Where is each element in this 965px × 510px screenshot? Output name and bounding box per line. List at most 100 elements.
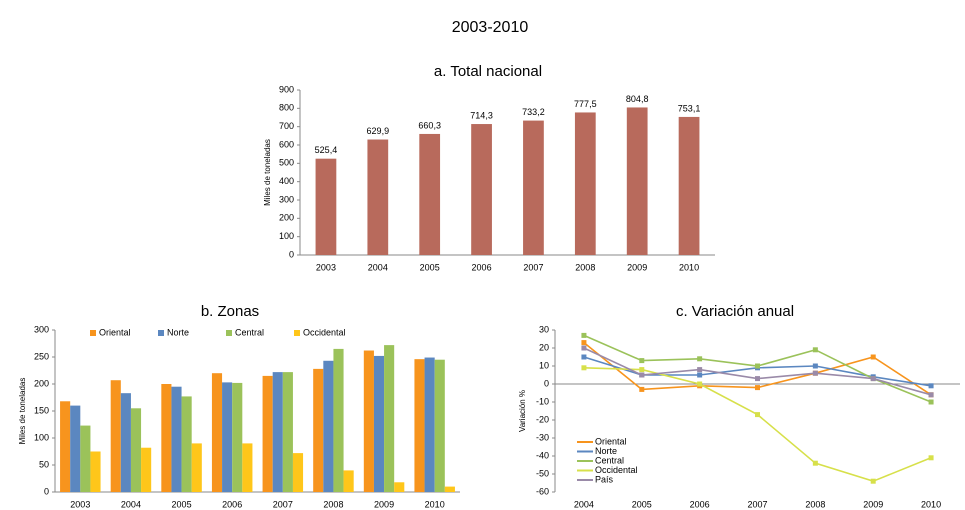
bar [141, 447, 152, 492]
y-tick-label: 20 [539, 342, 549, 352]
y-tick-label: 150 [34, 405, 49, 415]
y-tick-label: 300 [34, 324, 49, 334]
bar [181, 396, 192, 492]
bar [171, 386, 182, 492]
data-label: 804,8 [626, 94, 649, 104]
bar [70, 405, 81, 492]
legend-swatch [90, 330, 96, 336]
legend-label: Norte [595, 446, 617, 456]
legend-label: Oriental [595, 436, 627, 446]
y-tick-label: 400 [279, 176, 294, 186]
y-tick-label: 900 [279, 84, 294, 94]
x-tick-label: 2009 [627, 262, 647, 272]
bar [323, 360, 334, 492]
y-tick-label: 30 [539, 324, 549, 334]
point [697, 356, 703, 362]
x-tick-label: 2009 [374, 499, 394, 509]
x-tick-label: 2010 [921, 499, 941, 509]
point [755, 385, 760, 391]
bar [130, 408, 142, 492]
bar [191, 443, 202, 492]
y-tick-label: 250 [34, 351, 49, 361]
point [639, 372, 645, 378]
legend-label: Central [595, 455, 624, 465]
bar [384, 345, 395, 492]
data-label: 525,4 [315, 145, 338, 155]
y-tick-label: -30 [536, 432, 549, 442]
chart-title: c. Variación anual [676, 303, 794, 320]
y-axis-label: Miles de toneladas [18, 378, 27, 445]
bar [523, 120, 544, 255]
point [928, 392, 934, 398]
y-tick-label: 700 [279, 121, 294, 131]
x-tick-label: 2008 [323, 499, 343, 509]
x-tick-label: 2003 [70, 499, 90, 509]
y-tick-label: 10 [539, 360, 549, 370]
y-tick-label: -50 [536, 468, 549, 478]
bar [211, 373, 223, 492]
y-tick-label: -10 [536, 396, 549, 406]
data-label: 660,3 [418, 120, 441, 130]
bar [313, 368, 324, 492]
data-label: 753,1 [678, 103, 701, 113]
bar [574, 112, 596, 255]
point [870, 354, 876, 360]
bar [424, 357, 435, 492]
data-label: 714,3 [470, 110, 493, 120]
x-tick-label: 2006 [690, 499, 710, 509]
bar [242, 443, 253, 492]
bar [60, 401, 71, 492]
x-tick-label: 2010 [679, 262, 699, 272]
legend-label: Norte [167, 327, 189, 337]
bar [292, 453, 304, 492]
legend-label: Oriental [99, 327, 131, 337]
point [812, 347, 818, 353]
x-tick-label: 2010 [425, 499, 445, 509]
data-label: 629,9 [367, 126, 390, 136]
x-tick-label: 2006 [222, 499, 242, 509]
bar [394, 482, 405, 492]
point [581, 354, 587, 360]
point [870, 376, 876, 382]
point [812, 460, 818, 466]
y-tick-label: -20 [536, 414, 549, 424]
x-tick-label: 2005 [632, 499, 652, 509]
point [928, 455, 934, 461]
bar [678, 116, 700, 255]
point [697, 372, 703, 378]
point [870, 478, 876, 484]
x-tick-label: 2008 [805, 499, 825, 509]
point [697, 381, 703, 387]
x-tick-label: 2004 [121, 499, 141, 509]
bar [343, 470, 354, 492]
legend-swatch [226, 330, 232, 336]
bar [363, 350, 374, 492]
data-label: 733,2 [522, 107, 545, 117]
bar [262, 375, 273, 492]
y-tick-label: 0 [544, 378, 549, 388]
bar [120, 393, 131, 492]
y-tick-label: 200 [34, 378, 49, 388]
legend-label: Occidental [595, 465, 638, 475]
x-tick-label: 2003 [316, 262, 336, 272]
y-tick-label: 50 [39, 459, 49, 469]
x-tick-label: 2008 [575, 262, 595, 272]
x-tick-label: 2009 [863, 499, 883, 509]
point [697, 367, 703, 373]
x-tick-label: 2005 [420, 262, 440, 272]
point [581, 332, 587, 338]
bar [373, 355, 385, 492]
bar [367, 139, 389, 255]
bar [471, 124, 492, 255]
y-tick-label: 300 [279, 194, 294, 204]
y-tick-label: 600 [279, 139, 294, 149]
y-axis-label: Miles de toneladas [263, 139, 272, 206]
bar [110, 380, 121, 492]
chart-title: a. Total nacional [434, 63, 542, 80]
legend-swatch [294, 330, 300, 336]
x-tick-label: 2005 [172, 499, 192, 509]
bar [626, 107, 648, 255]
x-tick-label: 2004 [368, 262, 388, 272]
bar [80, 425, 91, 492]
point [755, 363, 760, 369]
